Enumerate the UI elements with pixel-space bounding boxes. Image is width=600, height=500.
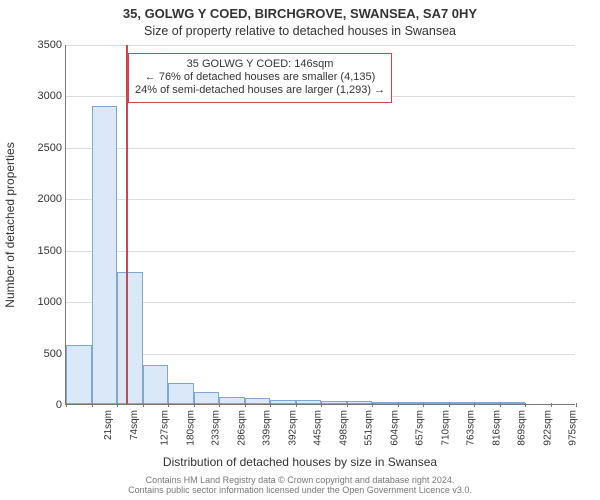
histogram-bar bbox=[449, 402, 475, 404]
histogram-bar bbox=[296, 400, 322, 404]
x-axis-label: Distribution of detached houses by size … bbox=[0, 455, 600, 469]
y-tick-label: 0 bbox=[56, 399, 66, 411]
x-tick bbox=[168, 403, 169, 407]
callout-line-0: 35 GOLWG Y COED: 146sqm bbox=[135, 58, 385, 71]
chart-plot: 050010001500200025003000350021sqm74sqm12… bbox=[65, 45, 575, 405]
x-tick bbox=[194, 403, 195, 407]
x-tick-label: 551sqm bbox=[364, 408, 375, 446]
x-tick bbox=[500, 403, 501, 407]
x-tick bbox=[143, 403, 144, 407]
histogram-bar bbox=[372, 402, 398, 404]
x-tick-label: 498sqm bbox=[338, 408, 349, 446]
x-tick bbox=[66, 403, 67, 407]
x-tick-label: 286sqm bbox=[236, 408, 247, 446]
page-title-address: 35, GOLWG Y COED, BIRCHGROVE, SWANSEA, S… bbox=[0, 6, 600, 21]
gridline bbox=[66, 148, 575, 149]
y-tick-label: 1000 bbox=[38, 296, 66, 308]
histogram-bar bbox=[194, 392, 220, 404]
y-tick-label: 3000 bbox=[38, 90, 66, 102]
x-tick-label: 710sqm bbox=[440, 408, 451, 446]
callout-box: 35 GOLWG Y COED: 146sqm← 76% of detached… bbox=[128, 53, 392, 103]
gridline bbox=[66, 45, 575, 46]
x-tick-label: 21sqm bbox=[103, 408, 114, 440]
histogram-bar bbox=[398, 402, 424, 404]
x-tick-label: 74sqm bbox=[129, 408, 140, 440]
histogram-bar bbox=[474, 402, 500, 404]
x-tick-label: 763sqm bbox=[466, 408, 477, 446]
x-tick-label: 922sqm bbox=[542, 408, 553, 446]
x-tick-label: 975sqm bbox=[568, 408, 579, 446]
y-tick-label: 2000 bbox=[38, 193, 66, 205]
x-tick-label: 816sqm bbox=[491, 408, 502, 446]
x-tick-label: 233sqm bbox=[211, 408, 222, 446]
x-tick-label: 869sqm bbox=[517, 408, 528, 446]
x-tick bbox=[270, 403, 271, 407]
histogram-bar bbox=[66, 345, 92, 404]
histogram-bar bbox=[500, 402, 526, 404]
x-tick-label: 127sqm bbox=[160, 408, 171, 446]
page-title-subtitle: Size of property relative to detached ho… bbox=[0, 24, 600, 38]
x-tick bbox=[117, 403, 118, 407]
x-tick-label: 392sqm bbox=[287, 408, 298, 446]
footer-line1: Contains HM Land Registry data © Crown c… bbox=[0, 475, 600, 485]
x-tick-label: 339sqm bbox=[262, 408, 273, 446]
x-tick bbox=[449, 403, 450, 407]
histogram-bar bbox=[92, 106, 118, 404]
x-tick bbox=[372, 403, 373, 407]
x-tick bbox=[321, 403, 322, 407]
x-tick bbox=[92, 403, 93, 407]
chart-area: 050010001500200025003000350021sqm74sqm12… bbox=[65, 45, 575, 405]
y-tick-label: 3500 bbox=[38, 39, 66, 51]
footer-line2: Contains public sector information licen… bbox=[0, 485, 600, 495]
y-tick-label: 1500 bbox=[38, 245, 66, 257]
histogram-bar bbox=[270, 400, 296, 404]
histogram-bar bbox=[321, 401, 347, 404]
x-tick-label: 445sqm bbox=[313, 408, 324, 446]
histogram-bar bbox=[143, 365, 169, 404]
y-tick-label: 2500 bbox=[38, 142, 66, 154]
histogram-bar bbox=[117, 272, 143, 404]
x-tick bbox=[551, 403, 552, 407]
x-tick-label: 180sqm bbox=[185, 408, 196, 446]
histogram-bar bbox=[423, 402, 449, 404]
histogram-bar bbox=[245, 398, 271, 404]
x-tick bbox=[219, 403, 220, 407]
x-tick bbox=[245, 403, 246, 407]
footer-attribution: Contains HM Land Registry data © Crown c… bbox=[0, 475, 600, 496]
x-tick bbox=[296, 403, 297, 407]
x-tick bbox=[347, 403, 348, 407]
y-axis-label: Number of detached properties bbox=[3, 142, 17, 307]
x-tick-label: 657sqm bbox=[415, 408, 426, 446]
x-tick bbox=[423, 403, 424, 407]
gridline bbox=[66, 199, 575, 200]
gridline bbox=[66, 251, 575, 252]
x-tick-label: 604sqm bbox=[389, 408, 400, 446]
histogram-bar bbox=[347, 401, 373, 404]
x-tick bbox=[398, 403, 399, 407]
x-tick bbox=[576, 403, 577, 407]
callout-line-1: ← 76% of detached houses are smaller (4,… bbox=[135, 71, 385, 84]
histogram-bar bbox=[219, 397, 245, 404]
x-tick bbox=[525, 403, 526, 407]
histogram-bar bbox=[168, 383, 194, 404]
y-tick-label: 500 bbox=[44, 348, 66, 360]
x-tick bbox=[474, 403, 475, 407]
callout-line-2: 24% of semi-detached houses are larger (… bbox=[135, 84, 385, 97]
